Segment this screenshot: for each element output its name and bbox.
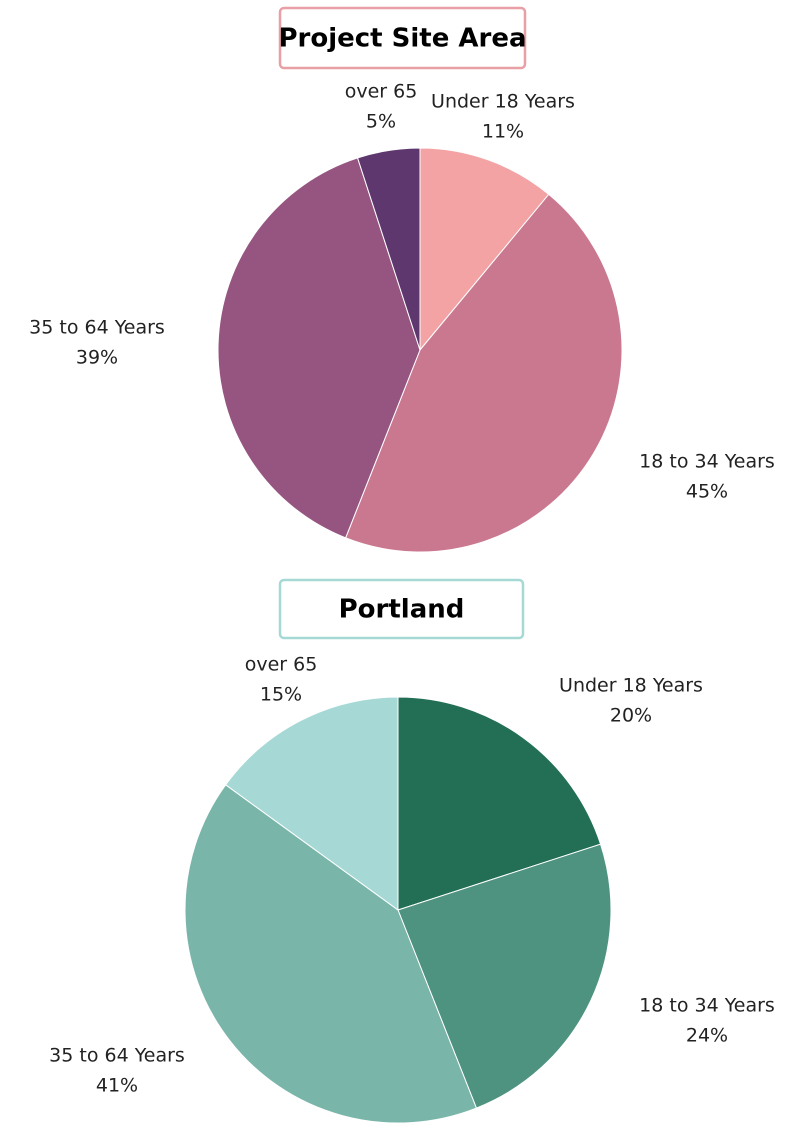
title-box [278,6,527,70]
chart-title: Project Site Area [278,24,526,54]
pie-slice [419,147,550,352]
slice-value: 20% [610,705,652,727]
slice-category: 35 to 64 Years [49,1045,185,1067]
slice-value: 39% [76,347,118,369]
slice-category: Under 18 Years [559,675,703,697]
slice-value: 15% [260,684,302,706]
title-box [278,578,525,640]
slice-value: 24% [686,1025,728,1047]
slice-category: 35 to 64 Years [29,317,165,339]
chart-title: Portland [339,595,465,625]
slice-category: Under 18 Years [431,91,575,113]
slice-category: 18 to 34 Years [639,451,775,473]
pie-slice [224,696,399,911]
slice-category: over 65 [345,81,418,103]
pie-slice [344,193,623,553]
slice-category: over 65 [245,654,318,676]
slice-category: 18 to 34 Years [639,995,775,1017]
pie-slice [356,147,421,351]
slice-value: 45% [686,481,728,503]
slice-value: 41% [96,1075,138,1097]
slice-value: 11% [482,121,524,143]
pie-slice [397,843,612,1109]
slice-value: 5% [366,111,396,133]
pie-slice [397,696,602,911]
pie-slice [217,157,421,539]
